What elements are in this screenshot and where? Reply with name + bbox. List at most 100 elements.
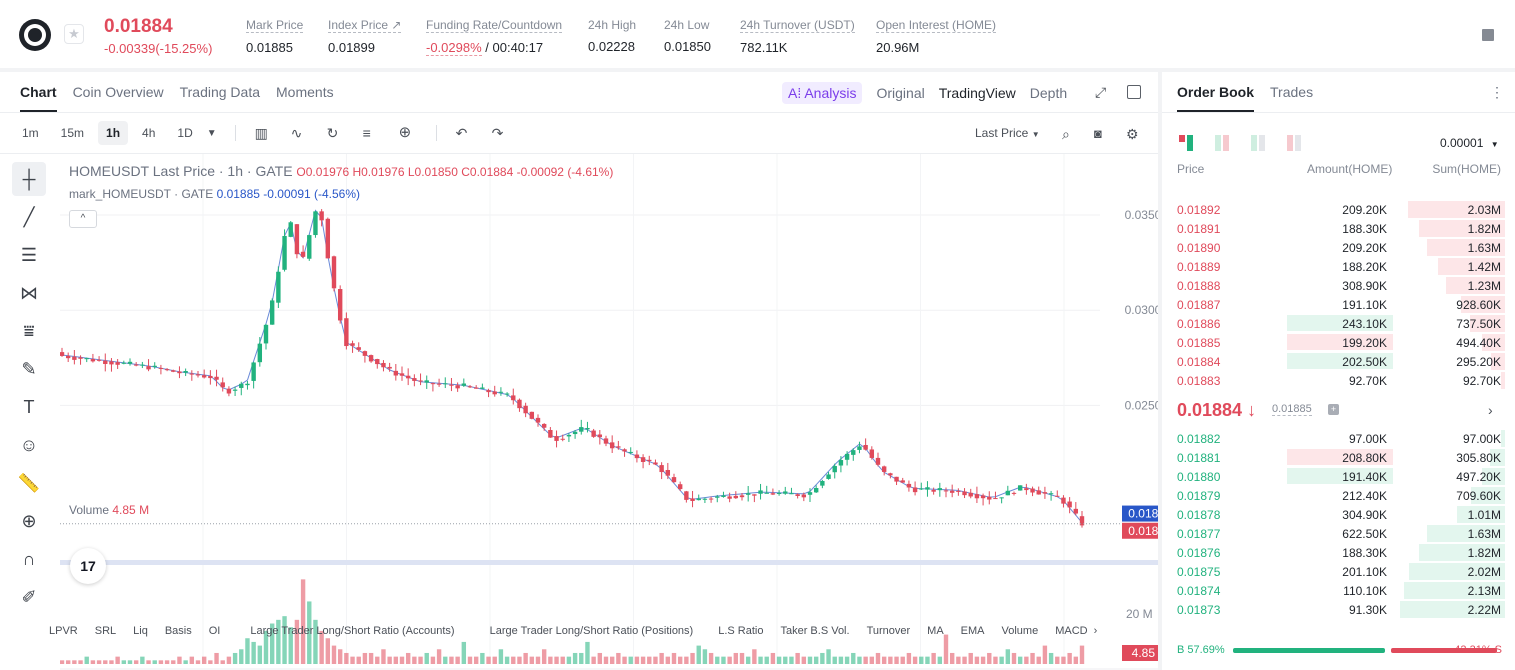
bid-row[interactable]: 0.01879 212.40K 709.60K bbox=[1162, 486, 1515, 505]
bid-row[interactable]: 0.01873 91.30K 2.22M bbox=[1162, 600, 1515, 619]
search-icon[interactable]: ⌕ bbox=[1062, 126, 1070, 142]
indicator-lt-positions[interactable]: Large Trader Long/Short Ratio (Positions… bbox=[489, 625, 694, 637]
indicator-turnover[interactable]: Turnover bbox=[866, 625, 911, 637]
ask-row[interactable]: 0.01890 209.20K 1.63M bbox=[1162, 238, 1515, 257]
indicator-taker-vol[interactable]: Taker B.S Vol. bbox=[780, 625, 850, 637]
volume-bar bbox=[208, 660, 213, 664]
templates-icon[interactable]: ≡ bbox=[362, 125, 371, 141]
indicator-ema[interactable]: EMA bbox=[960, 625, 985, 637]
tab-trades[interactable]: Trades bbox=[1270, 84, 1314, 100]
fib-icon[interactable]: ⩸ bbox=[23, 320, 35, 341]
channel-icon[interactable]: ☰ bbox=[20, 244, 38, 265]
emoji-icon[interactable]: ☺ bbox=[19, 434, 39, 455]
bid-row[interactable]: 0.01882 97.00K 97.00K bbox=[1162, 429, 1515, 448]
indicator-oi[interactable]: OI bbox=[208, 625, 221, 637]
brush-icon[interactable]: ✎ bbox=[21, 358, 37, 379]
volume-bar bbox=[597, 652, 603, 664]
indicator-ls-ratio[interactable]: L.S Ratio bbox=[718, 625, 764, 637]
tab-chart[interactable]: Chart bbox=[20, 84, 57, 112]
stat-index-price[interactable]: Index Price ↗ 0.01899 bbox=[328, 18, 402, 55]
timeframe-15m[interactable]: 15m bbox=[60, 126, 85, 140]
magnet-icon[interactable]: ∩ bbox=[22, 548, 36, 569]
view-depth[interactable]: Depth bbox=[1029, 85, 1068, 101]
bid-row[interactable]: 0.01880 191.40K 497.20K bbox=[1162, 467, 1515, 486]
indicators-icon[interactable]: ∿ bbox=[290, 125, 303, 141]
indicator-volume[interactable]: Volume bbox=[1001, 625, 1039, 637]
timeframe-4h[interactable]: 4h bbox=[142, 126, 156, 140]
indicator-liq[interactable]: Liq bbox=[133, 625, 148, 637]
window-icon[interactable] bbox=[1127, 85, 1141, 99]
bid-row[interactable]: 0.01874 110.10K 2.13M bbox=[1162, 581, 1515, 600]
crosshair-icon[interactable]: ┼ bbox=[12, 162, 46, 196]
indicator-srl[interactable]: SRL bbox=[94, 625, 117, 637]
bid-row[interactable]: 0.01881 208.80K 305.80K bbox=[1162, 448, 1515, 467]
precision-select[interactable]: 0.00001 ▼ bbox=[1440, 136, 1499, 150]
bid-row[interactable]: 0.01877 622.50K 1.63M bbox=[1162, 524, 1515, 543]
pattern-icon[interactable]: ⋈ bbox=[20, 282, 38, 303]
bid-row[interactable]: 0.01875 201.10K 2.02M bbox=[1162, 562, 1515, 581]
tab-order-book[interactable]: Order Book bbox=[1177, 84, 1255, 112]
lock-drawing-icon[interactable]: ✐ bbox=[21, 586, 37, 607]
price-type-select[interactable]: Last Price ▼ bbox=[975, 126, 1040, 140]
timeframe-1h[interactable]: 1h bbox=[98, 121, 129, 145]
candle-body bbox=[560, 438, 565, 440]
bid-row[interactable]: 0.01878 304.90K 1.01M bbox=[1162, 505, 1515, 524]
ai-analysis-button[interactable]: A⁞ Analysis bbox=[782, 82, 863, 104]
volume-bar bbox=[72, 660, 77, 664]
candle-body bbox=[486, 390, 491, 393]
layout-asks-icon[interactable] bbox=[1251, 135, 1267, 151]
indicator-lpvr[interactable]: LPVR bbox=[49, 625, 78, 637]
ruler-icon[interactable]: 📏 bbox=[17, 472, 41, 493]
tab-coin-overview[interactable]: Coin Overview bbox=[72, 84, 164, 100]
camera-icon[interactable]: ◙ bbox=[1094, 126, 1102, 141]
trend-line-icon[interactable]: ╱ bbox=[23, 206, 35, 227]
fullscreen-icon[interactable]: ⤢ bbox=[1095, 84, 1107, 100]
ask-row[interactable]: 0.01892 209.20K 2.03M bbox=[1162, 200, 1515, 219]
ask-row[interactable]: 0.01885 199.20K 494.40K bbox=[1162, 333, 1515, 352]
compare-icon[interactable]: ↻ bbox=[326, 125, 339, 141]
indicator-lt-accounts[interactable]: Large Trader Long/Short Ratio (Accounts) bbox=[250, 625, 455, 637]
text-icon[interactable]: T bbox=[23, 396, 35, 417]
timeframe-1m[interactable]: 1m bbox=[22, 126, 39, 140]
indicator-ma[interactable]: MA bbox=[927, 625, 944, 637]
chevron-right-icon[interactable]: › bbox=[1488, 402, 1493, 418]
view-original[interactable]: Original bbox=[876, 85, 925, 101]
tab-moments[interactable]: Moments bbox=[276, 84, 334, 100]
indicator-basis[interactable]: Basis bbox=[164, 625, 192, 637]
star-icon[interactable]: ★ bbox=[64, 24, 84, 44]
guide-book-icon[interactable] bbox=[1482, 29, 1494, 41]
tab-trading-data[interactable]: Trading Data bbox=[179, 84, 261, 100]
bid-row[interactable]: 0.01876 188.30K 1.82M bbox=[1162, 543, 1515, 562]
volume-bar bbox=[832, 656, 837, 664]
add-indicator-icon[interactable]: ⊕ bbox=[398, 124, 412, 141]
candle-body bbox=[912, 487, 918, 493]
ask-row[interactable]: 0.01889 188.20K 1.42M bbox=[1162, 257, 1515, 276]
zoom-in-icon[interactable]: ⊕ bbox=[21, 510, 37, 531]
layout-bids-icon[interactable] bbox=[1215, 135, 1231, 151]
collapse-legend-button[interactable]: ^ bbox=[69, 210, 97, 228]
ask-row[interactable]: 0.01891 188.30K 1.82M bbox=[1162, 219, 1515, 238]
view-tradingview[interactable]: TradingView bbox=[938, 85, 1016, 101]
volume-bar bbox=[294, 619, 300, 664]
ask-row[interactable]: 0.01887 191.10K 928.60K bbox=[1162, 295, 1515, 314]
timeframe-1d[interactable]: 1D bbox=[177, 126, 193, 140]
ask-row[interactable]: 0.01883 92.70K 92.70K bbox=[1162, 371, 1515, 390]
candlestick-chart[interactable]: 0.035000.030000.02500171819202122230.018… bbox=[59, 154, 1178, 670]
undo-icon[interactable]: ↶ bbox=[455, 125, 468, 141]
ask-row[interactable]: 0.01888 308.90K 1.23M bbox=[1162, 276, 1515, 295]
more-icon[interactable]: ⋮ bbox=[1490, 84, 1504, 100]
chart-area[interactable]: 0.035000.030000.02500171819202122230.018… bbox=[59, 154, 1178, 670]
settings-icon[interactable]: ⚙ bbox=[1126, 126, 1139, 142]
timeframe-dropdown-icon[interactable]: ▼ bbox=[206, 127, 217, 139]
chevron-right-icon[interactable]: › bbox=[1093, 625, 1098, 637]
layout-sell-icon[interactable] bbox=[1287, 135, 1303, 151]
stat-value: 0.01899 bbox=[328, 40, 375, 55]
candle-type-icon[interactable]: ▥ bbox=[254, 125, 268, 141]
row-amount: 209.20K bbox=[1342, 241, 1387, 255]
ask-row[interactable]: 0.01886 243.10K 737.50K bbox=[1162, 314, 1515, 333]
ask-row[interactable]: 0.01884 202.50K 295.20K bbox=[1162, 352, 1515, 371]
redo-icon[interactable]: ↷ bbox=[491, 125, 504, 141]
tradingview-logo[interactable]: 17 bbox=[70, 548, 106, 584]
indicator-macd[interactable]: MACD bbox=[1055, 625, 1088, 637]
layout-both-icon[interactable] bbox=[1179, 135, 1195, 151]
